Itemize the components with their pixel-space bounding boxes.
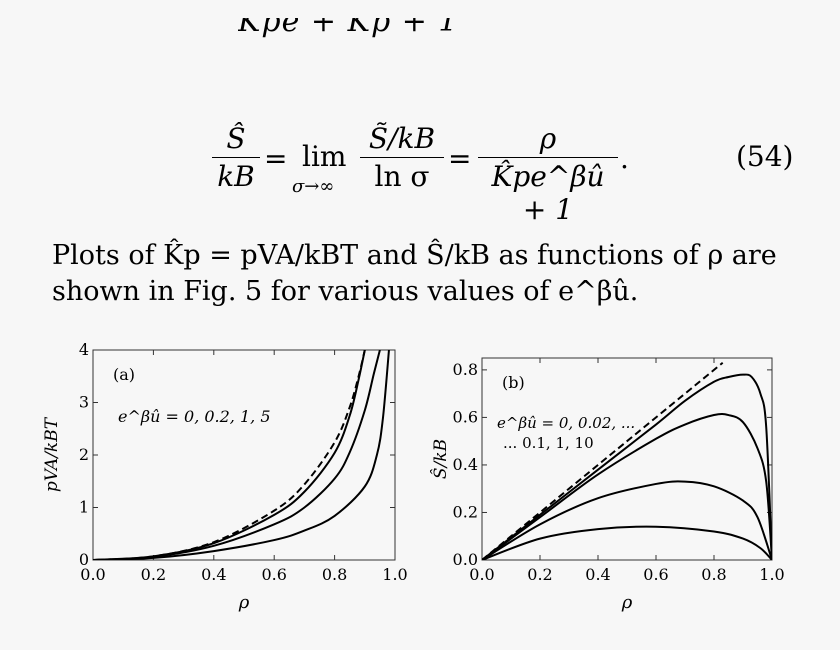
x-tick-label: 0.2 [527,565,552,584]
x-tick-label: 0.4 [201,565,226,584]
plot-frame [481,357,773,561]
y-tick-label: 3 [79,393,89,412]
equals-sign-1: = [264,142,288,175]
lhs-numerator: Ŝ [212,122,260,158]
y-tick-label: 4 [79,340,89,359]
series-line-4 [482,525,772,560]
middle-denominator: ln σ [374,160,430,193]
rhs-denominator: K̂pe^βû + 1 [491,160,605,226]
series-line-0 [482,361,724,560]
x-axis-label: ρ [238,592,250,613]
equals-sign-2: = [448,142,472,175]
equation-period: . [620,142,629,175]
x-tick-label: 0.0 [469,565,494,584]
y-tick-label: 0.6 [453,407,478,426]
rhs-numerator: ρ [478,122,618,158]
x-tick-label: 0.6 [261,565,286,584]
x-tick-label: 0.4 [585,565,610,584]
y-tick-label: 0 [79,550,89,569]
middle-numerator: S̃/kB [360,122,444,158]
lhs-fraction: Ŝ kB [212,122,260,193]
equation-54: Ŝ kB = lim σ→∞ S̃/kB ln σ = ρ K̂pe^βû + … [0,110,840,226]
series-line-3 [482,480,772,560]
y-tick-label: 0.4 [453,455,478,474]
series-line-3 [93,350,390,560]
rhs-fraction: ρ K̂pe^βû + 1 [478,122,618,226]
paragraph-line-2: shown in Fig. 5 for various values of e^… [52,276,639,307]
lhs-denominator: kB [217,160,255,193]
y-axis-label: Ŝ/kB [430,439,451,479]
x-tick-label: 0.8 [322,565,347,584]
body-paragraph: Plots of K̂p = pVA/kBT and Ŝ/kB as funct… [52,238,797,310]
y-tick-label: 0.0 [453,550,478,569]
panel-label: (b) [502,373,525,392]
x-tick-label: 0.0 [80,565,105,584]
cut-equation-fragment: K̂pe + K̂p + 1 [238,18,459,39]
series-line-1 [482,373,772,560]
x-tick-label: 0.6 [643,565,668,584]
y-axis-label: pVA/kBT [42,416,62,492]
limit-subscript: σ→∞ [292,176,335,197]
chart-b: 0.0 0.2 0.4 0.6 0.8 1.0 0.0 0.2 0.4 0.6 0.8 (b) ρ Ŝ/k… [430,357,785,613]
legend-annotation: e^βû = 0, 0.2, 1, 5 [118,407,271,426]
x-tick-label: 0.2 [141,565,166,584]
series-line-2 [93,350,381,560]
y-tick-label: 0.8 [453,360,478,379]
legend-annotation-line-2: ... 0.1, 1, 10 [503,434,594,452]
y-tick-label: 1 [79,498,89,517]
y-tick-label: 0.2 [453,502,478,521]
series-line-2 [482,412,772,560]
legend-annotation-line-1: e^βû = 0, 0.02, ... [497,414,635,432]
middle-fraction: S̃/kB ln σ [360,122,444,193]
y-tick-label: 2 [79,445,89,464]
x-tick-label: 1.0 [382,565,407,584]
panel-label: (a) [113,365,135,384]
x-tick-label: 1.0 [759,565,784,584]
equation-number: (54) [736,140,794,173]
x-axis-label: ρ [621,592,633,613]
limit-operator: lim [302,140,347,173]
x-tick-label: 0.8 [701,565,726,584]
chart-a: 0.0 0.2 0.4 0.6 0.8 1.0 0 1 2 3 4 (a) ρ pVA/kBT e^βû =… [42,340,408,613]
paragraph-line-1: Plots of K̂p = pVA/kBT and Ŝ/kB as funct… [52,240,777,271]
